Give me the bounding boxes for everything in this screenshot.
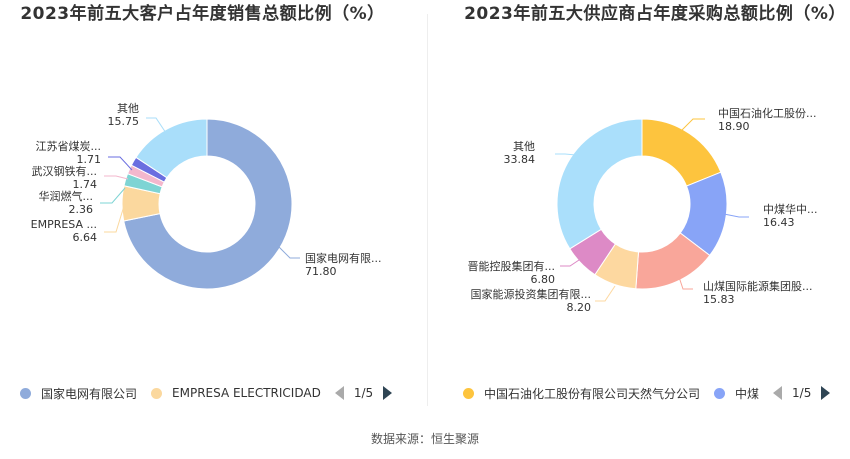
label-leader-line [595,285,616,302]
data-source-note: 数据来源：恒生聚源 [370,432,479,446]
slice-value-label: 71.80 [305,265,337,278]
slice-label: 江苏省煤炭... [36,140,102,153]
slice-label: 华润燃气... [39,189,94,203]
donut-slice[interactable] [123,118,293,290]
legend-label: 中国石油化工股份有限公司天然气分公司 [484,386,701,401]
legend-dot-icon [151,387,163,399]
slice-value-label: 1.71 [77,153,102,166]
next-page-icon[interactable] [383,386,393,400]
slice-value-label: 6.80 [531,273,556,286]
legend-label: 国家电网有限公司 [41,386,138,401]
slice-value-label: 18.90 [718,120,750,133]
legend-pager: 1/5 [334,386,393,400]
label-leader-line [555,153,577,156]
slice-label: 国家电网有限... [305,251,382,265]
panel-divider [427,14,428,406]
slice-label: 其他 [117,102,139,115]
legend-dot-icon [20,387,31,399]
legend: 国家电网有限公司 EMPRESA ELECTRICIDAD 1/5 [20,384,393,402]
label-leader-line [723,213,749,218]
legend-pager: 1/5 [773,386,831,400]
slice-label: 中煤华中... [763,202,818,216]
slice-value-label: 33.84 [504,153,536,166]
donut-slice[interactable] [641,118,722,187]
slice-value-label: 8.20 [567,301,592,314]
slice-label: EMPRESA ... [31,218,97,231]
legend-page-indicator: 1/5 [353,386,374,400]
label-leader-line [104,175,129,180]
slice-label: 山煤国际能源集团股... [703,279,813,293]
label-leader-line [681,118,705,131]
label-leader-line [146,117,167,134]
legend-label: EMPRESA ELECTRICIDAD [172,386,321,400]
chart-title: 2023年前五大客户占年度销售总额比例（%） [20,4,385,24]
slice-value-label: 6.64 [73,231,98,244]
label-leader-line [108,156,133,171]
prev-page-icon[interactable] [334,386,344,400]
label-leader-line [277,245,300,259]
label-leader-line [104,205,125,233]
slice-value-label: 16.43 [763,216,795,229]
legend-label: 中煤 [735,386,760,401]
prev-page-icon[interactable] [773,386,783,400]
slice-value-label: 2.36 [69,203,94,216]
donut-slice[interactable] [556,118,643,250]
legend-item[interactable]: 中煤 [714,385,759,402]
customer-donut-chart: 国家电网有限...71.80 EMPRESA ...6.64 华润燃气...2.36… [31,102,382,290]
next-page-icon[interactable] [821,386,831,400]
legend-dot-icon [714,387,726,399]
slice-label: 国家能源投资集团有限... [471,287,592,301]
legend: 中国石油化工股份有限公司天然气分公司 中煤 1/5 [463,384,831,402]
slice-label: 武汉钢铁有... [32,164,98,178]
legend-page-indicator: 1/5 [792,386,812,400]
label-leader-line [100,187,126,204]
legend-dot-icon [463,387,474,399]
slice-label: 中国石油化工股份... [718,106,817,120]
slice-label: 其他 [513,140,535,153]
slice-value-label: 15.83 [703,293,735,306]
legend-item[interactable]: 国家电网有限公司 [20,385,137,402]
chart-title: 2023年前五大供应商占年度采购总额比例（%） [464,4,846,24]
donut-slice[interactable] [135,118,208,179]
label-leader-line [560,257,583,267]
slice-value-label: 15.75 [108,115,140,128]
legend-item[interactable]: 中国石油化工股份有限公司天然气分公司 [463,385,700,402]
slice-value-label: 1.74 [73,178,98,191]
supplier-donut-chart: 中国石油化工股份...18.90 中煤华中...16.43 山煤国际能源集团股...… [468,106,818,314]
label-leader-line [678,276,693,290]
customer-chart-panel: 2023年前五大客户占年度销售总额比例（%） 国家电网有限... 71.80 EMP… [0,0,425,420]
slice-label: 晋能控股集团有... [468,259,556,273]
supplier-chart-panel: 2023年前五大供应商占年度采购总额比例（%） 中国石油化工股份... 18.90… [425,0,850,420]
legend-item[interactable]: EMPRESA ELECTRICIDAD [151,386,321,400]
